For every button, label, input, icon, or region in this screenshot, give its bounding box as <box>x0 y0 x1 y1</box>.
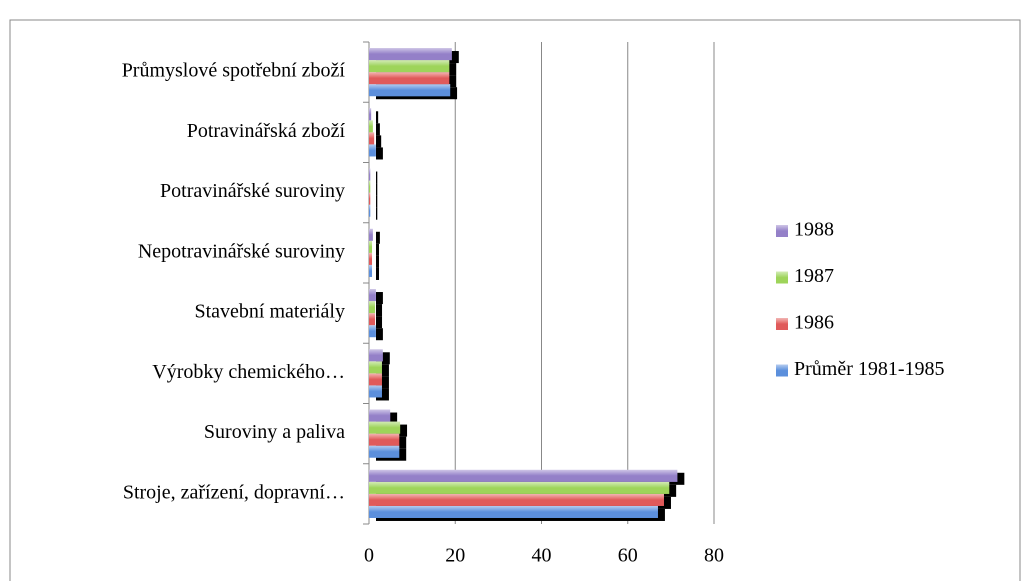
bar <box>369 204 371 217</box>
bar <box>369 180 371 193</box>
bar <box>369 409 391 422</box>
legend-label: Průměr 1981-1985 <box>794 358 945 380</box>
bar <box>369 108 372 121</box>
bar <box>369 385 382 398</box>
bar <box>369 60 450 73</box>
legend-swatch <box>776 271 788 284</box>
bar <box>369 481 670 494</box>
bar <box>369 361 382 374</box>
bar <box>369 84 451 97</box>
legend-swatch <box>776 318 788 330</box>
bar <box>369 325 376 338</box>
y-tick-label: Stroje, zařízení, dopravní… <box>123 481 345 503</box>
bars <box>369 48 678 518</box>
y-tick-label: Potravinářské suroviny <box>160 180 345 202</box>
x-tick-label: 60 <box>618 545 638 567</box>
legend-label: 1988 <box>794 219 834 241</box>
bar <box>369 120 373 133</box>
bar <box>369 373 382 386</box>
bar <box>369 289 376 302</box>
bar <box>369 240 373 253</box>
y-tick-label: Potravinářská zboží <box>187 120 346 142</box>
bar <box>369 301 376 314</box>
bar <box>369 144 376 157</box>
y-tick-label: Suroviny a paliva <box>204 421 345 443</box>
bar <box>369 252 373 265</box>
y-tick-label: Nepotravinářské suroviny <box>138 240 345 262</box>
x-tick-label: 0 <box>364 545 374 567</box>
bar <box>369 433 400 446</box>
bar <box>369 228 373 241</box>
x-tick-label: 20 <box>445 545 465 567</box>
bar <box>369 445 400 458</box>
bar <box>369 505 658 518</box>
bar <box>369 168 371 181</box>
y-tick-label: Průmyslové spotřební zboží <box>122 60 346 82</box>
bar <box>369 132 375 145</box>
bar <box>369 72 450 85</box>
bar <box>369 192 371 205</box>
legend-label: 1987 <box>794 265 834 287</box>
x-tick-label: 80 <box>704 545 724 567</box>
bar <box>369 313 376 326</box>
bar <box>369 493 664 506</box>
bar <box>369 469 678 482</box>
y-tick-label: Stavební materiály <box>194 301 345 323</box>
x-tick-label: 40 <box>532 545 552 567</box>
bar <box>369 421 401 434</box>
legend-swatch <box>776 364 788 377</box>
bar <box>369 264 373 277</box>
bar <box>369 349 383 362</box>
bar <box>369 48 452 61</box>
legend-label: 1986 <box>794 312 834 334</box>
legend-swatch <box>776 225 788 237</box>
y-tick-label: Výrobky chemického… <box>152 361 345 383</box>
